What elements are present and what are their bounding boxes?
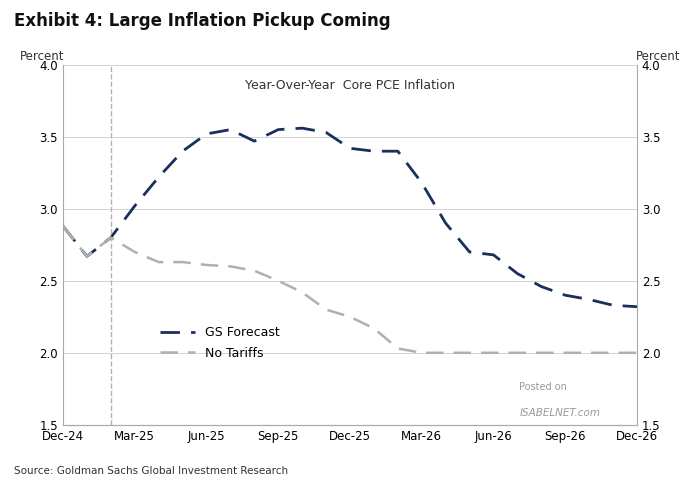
No Tariffs: [346, 314, 354, 320]
No Tariffs: [226, 264, 234, 269]
GS Forecast: [393, 148, 402, 154]
GS Forecast: [155, 174, 163, 180]
No Tariffs: [417, 350, 426, 356]
No Tariffs: [633, 350, 641, 356]
GS Forecast: [202, 131, 211, 137]
GS Forecast: [609, 302, 617, 308]
No Tariffs: [155, 259, 163, 265]
No Tariffs: [83, 253, 91, 259]
GS Forecast: [370, 148, 378, 154]
Line: No Tariffs: No Tariffs: [63, 226, 637, 353]
No Tariffs: [489, 350, 498, 356]
No Tariffs: [274, 278, 283, 284]
No Tariffs: [298, 289, 307, 295]
GS Forecast: [178, 148, 187, 154]
GS Forecast: [346, 145, 354, 151]
GS Forecast: [442, 220, 450, 226]
Line: GS Forecast: GS Forecast: [63, 128, 637, 307]
No Tariffs: [59, 223, 67, 229]
No Tariffs: [513, 350, 522, 356]
GS Forecast: [59, 223, 67, 229]
No Tariffs: [130, 249, 139, 255]
No Tariffs: [537, 350, 545, 356]
Text: Percent: Percent: [20, 50, 64, 63]
No Tariffs: [250, 268, 258, 274]
No Tariffs: [370, 325, 378, 331]
Text: ISABELNET.com: ISABELNET.com: [519, 408, 601, 418]
Legend: GS Forecast, No Tariffs: GS Forecast, No Tariffs: [155, 321, 285, 364]
No Tariffs: [393, 346, 402, 351]
No Tariffs: [442, 350, 450, 356]
GS Forecast: [250, 138, 258, 144]
GS Forecast: [561, 292, 570, 298]
GS Forecast: [489, 252, 498, 258]
GS Forecast: [106, 235, 115, 240]
Text: Exhibit 4: Large Inflation Pickup Coming: Exhibit 4: Large Inflation Pickup Coming: [14, 12, 391, 30]
No Tariffs: [561, 350, 570, 356]
Text: Source: Goldman Sachs Global Investment Research: Source: Goldman Sachs Global Investment …: [14, 466, 288, 476]
GS Forecast: [322, 130, 330, 135]
GS Forecast: [130, 203, 139, 209]
GS Forecast: [513, 271, 522, 276]
No Tariffs: [202, 262, 211, 268]
No Tariffs: [106, 235, 115, 240]
Text: Posted on: Posted on: [519, 383, 567, 393]
Text: Year-Over-Year  Core PCE Inflation: Year-Over-Year Core PCE Inflation: [245, 79, 455, 92]
No Tariffs: [178, 259, 187, 265]
GS Forecast: [83, 253, 91, 259]
GS Forecast: [633, 304, 641, 310]
Text: Percent: Percent: [636, 50, 680, 63]
GS Forecast: [537, 284, 545, 289]
GS Forecast: [226, 127, 234, 132]
GS Forecast: [298, 125, 307, 131]
GS Forecast: [417, 180, 426, 186]
GS Forecast: [466, 249, 474, 255]
No Tariffs: [466, 350, 474, 356]
GS Forecast: [274, 127, 283, 132]
No Tariffs: [609, 350, 617, 356]
No Tariffs: [585, 350, 594, 356]
GS Forecast: [585, 297, 594, 302]
No Tariffs: [322, 307, 330, 312]
